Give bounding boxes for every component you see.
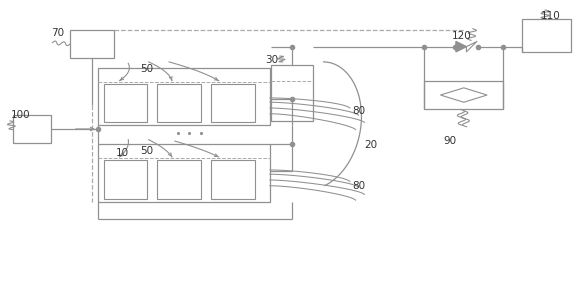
Text: 20: 20: [364, 141, 378, 150]
Bar: [70, 30, 114, 58]
Text: 90: 90: [443, 136, 456, 146]
Text: 110: 110: [541, 11, 561, 21]
Bar: [104, 84, 147, 122]
Text: 50: 50: [140, 146, 153, 156]
Bar: [104, 160, 147, 199]
Text: 30: 30: [265, 56, 279, 65]
Text: 80: 80: [353, 106, 366, 116]
Bar: [211, 84, 255, 122]
Bar: [424, 81, 503, 109]
Text: 10: 10: [115, 148, 129, 158]
Bar: [13, 115, 51, 143]
Bar: [157, 84, 201, 122]
Bar: [271, 65, 313, 121]
Polygon shape: [456, 41, 466, 52]
Text: 70: 70: [51, 28, 65, 38]
Bar: [98, 68, 270, 125]
Bar: [157, 160, 201, 199]
Bar: [98, 144, 270, 202]
Text: 50: 50: [140, 64, 153, 74]
Text: 120: 120: [452, 31, 472, 41]
Text: 100: 100: [10, 110, 30, 120]
Bar: [211, 160, 255, 199]
Text: 80: 80: [353, 181, 366, 191]
Bar: [522, 19, 571, 52]
